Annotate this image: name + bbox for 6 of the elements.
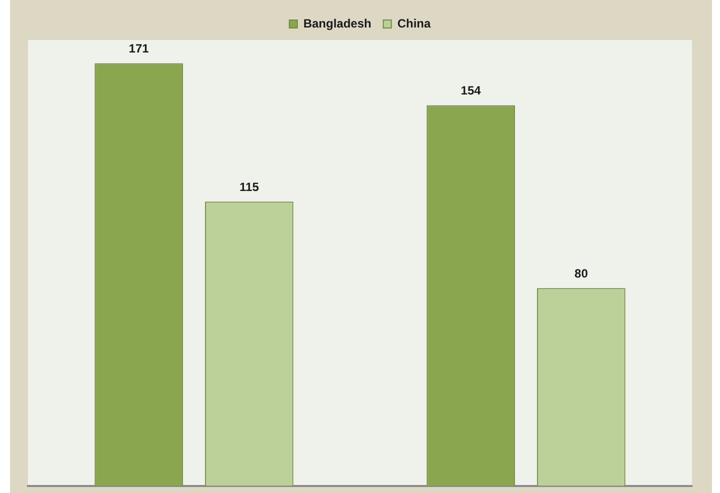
data-label: 154 bbox=[460, 84, 482, 98]
legend-label: Bangladesh bbox=[303, 16, 372, 30]
data-label: 115 bbox=[240, 180, 260, 194]
legend-label: China bbox=[397, 16, 431, 30]
data-label: 171 bbox=[128, 42, 150, 56]
data-label: 80 bbox=[574, 266, 588, 280]
